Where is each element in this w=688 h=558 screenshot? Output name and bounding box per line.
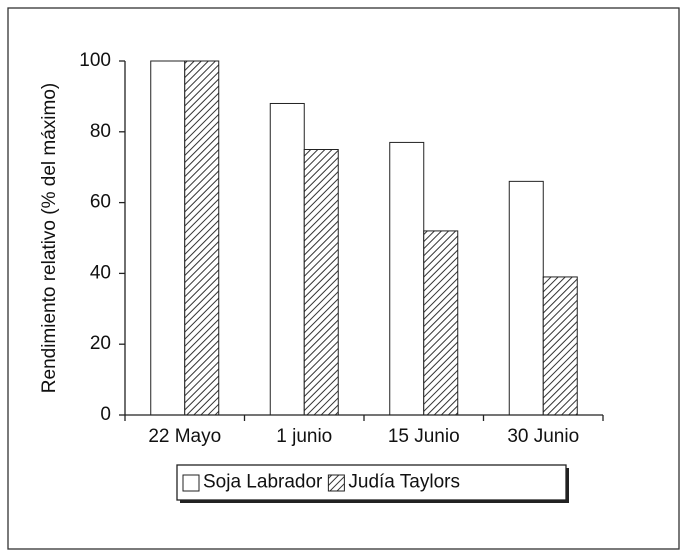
y-tick-label: 100 xyxy=(79,50,111,71)
bar xyxy=(150,60,186,416)
y-tick-label: 20 xyxy=(90,333,111,354)
x-tick-label: 30 Junio xyxy=(507,426,579,447)
frame xyxy=(7,7,680,550)
y-tick-label: 80 xyxy=(90,121,111,142)
bar xyxy=(423,230,459,416)
legend-label: Soja Labrador xyxy=(203,472,323,493)
y-tick-label: 60 xyxy=(90,192,111,213)
legend-swatch xyxy=(182,474,200,492)
legend-shadow xyxy=(566,468,569,503)
x-tick-label: 22 Mayo xyxy=(148,426,221,447)
x-tick-label: 1 junio xyxy=(276,426,332,447)
bar xyxy=(508,180,544,416)
bar xyxy=(269,102,305,416)
legend-label: Judía Taylors xyxy=(348,472,460,493)
bar xyxy=(389,141,425,416)
x-tick-label: 15 Junio xyxy=(388,426,460,447)
y-axis-label: Rendimiento relativo (% del máximo) xyxy=(39,83,60,393)
bar xyxy=(542,276,578,416)
y-tick-label: 0 xyxy=(100,404,111,425)
y-tick-label: 40 xyxy=(90,262,111,283)
bar xyxy=(184,60,220,416)
bar xyxy=(303,149,339,416)
legend-shadow xyxy=(180,500,569,503)
legend-swatch xyxy=(327,474,345,492)
legend-box xyxy=(176,464,567,501)
